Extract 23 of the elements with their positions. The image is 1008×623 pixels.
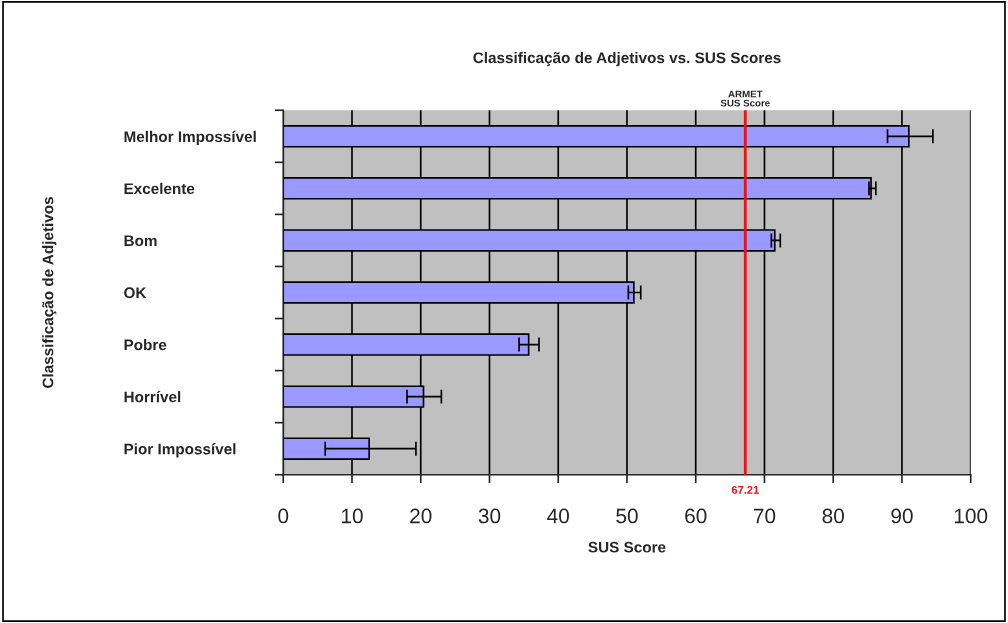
y-tick-label: Bom (124, 235, 157, 247)
x-tick-label: 100 (954, 508, 988, 524)
y-tick-label: Melhor Impossível (124, 130, 256, 146)
chart-title: Classificação de Adjetivos vs. SUS Scores (473, 51, 781, 67)
x-tick-label: 70 (753, 508, 776, 524)
x-tick-label: 10 (342, 508, 363, 524)
x-tick-label: 60 (685, 508, 707, 524)
y-tick-label: Excelente (124, 182, 195, 195)
ref-line-label: ARMET SUS Score (720, 90, 770, 107)
x-tick-label: 80 (822, 508, 844, 524)
x-tick-label: 40 (547, 508, 569, 524)
x-tick-label: 0 (278, 508, 289, 524)
y-tick-label: OK (124, 287, 147, 299)
y-tick-label: Horrível (124, 390, 181, 403)
x-axis-title: SUS Score (588, 541, 666, 553)
y-axis-title: Classificação de Adjetivos (42, 197, 57, 388)
y-tick-label: Pior Impossível (124, 443, 236, 458)
text: 67.21 (731, 485, 759, 494)
x-tick-label: 50 (616, 508, 638, 524)
x-tick-label: 30 (478, 508, 501, 524)
y-tick-label: Pobre (124, 339, 167, 351)
x-tick-label: 20 (410, 508, 432, 524)
x-tick-label: 90 (891, 508, 913, 524)
